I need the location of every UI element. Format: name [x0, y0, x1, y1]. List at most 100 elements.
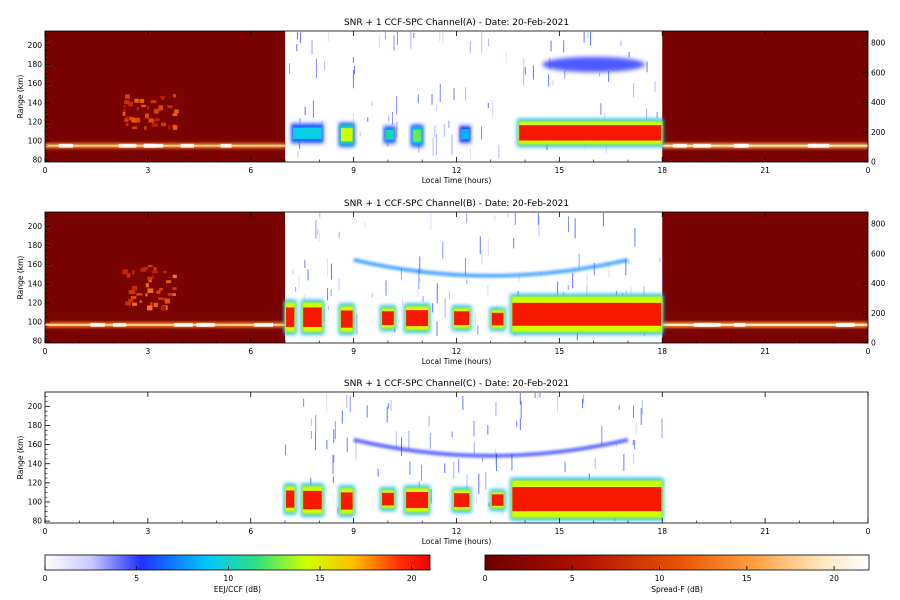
spread-f-patch — [167, 293, 174, 296]
spread-f-patch — [151, 275, 154, 280]
background-speckle — [494, 215, 496, 221]
spread-f-patch — [147, 288, 154, 294]
y-axis-label: Range (km) — [16, 75, 25, 119]
spread-f-patch — [150, 302, 153, 306]
spread-f-patch — [125, 94, 130, 99]
background-speckle — [355, 440, 357, 460]
background-speckle — [594, 458, 596, 469]
background-speckle — [315, 432, 317, 451]
background-speckle — [634, 228, 636, 247]
y-tick-label: 120 — [28, 478, 43, 487]
spread-f-patch — [150, 100, 157, 104]
background-speckle — [352, 57, 354, 64]
background-speckle — [364, 222, 366, 227]
background-speckle — [431, 94, 433, 105]
weak-arc — [353, 257, 629, 278]
night-echo-core — [662, 144, 868, 147]
x-tick-label: 0 — [43, 527, 48, 536]
background-speckle — [630, 286, 632, 298]
background-speckle — [557, 281, 559, 303]
background-speckle — [333, 455, 335, 463]
background-speckle — [615, 443, 617, 448]
colorbar-spread-f: 0 5 10 15 20 Spread-F (dB) — [483, 554, 870, 594]
background-speckle — [315, 220, 317, 239]
background-speckle — [620, 40, 622, 46]
night-echo-bright — [90, 322, 105, 327]
background-speckle — [385, 280, 387, 296]
spread-f-patch — [128, 101, 134, 107]
night-echo-core — [45, 323, 286, 326]
background-speckle — [578, 253, 580, 268]
y-tick-label: 200 — [28, 41, 43, 50]
background-speckle — [316, 229, 318, 235]
spread-f-patch — [172, 274, 177, 279]
background-speckle — [292, 268, 294, 275]
colorbar-frame — [484, 554, 870, 571]
eej-echo-core — [454, 311, 470, 326]
eej-echo-core — [292, 127, 322, 140]
spread-f-patch — [148, 277, 152, 283]
background-speckle — [656, 111, 658, 118]
background-speckle — [635, 423, 637, 435]
spread-f-patch — [129, 290, 136, 294]
spread-f-patch — [159, 287, 163, 291]
eej-echo-core — [286, 307, 295, 327]
eej-echo-core — [519, 125, 662, 141]
spread-f-patch — [124, 117, 129, 122]
background-speckle — [524, 67, 526, 75]
background-speckle — [646, 61, 648, 73]
background-speckle — [659, 257, 661, 262]
x-tick-label: 6 — [248, 527, 253, 536]
spread-f-patch — [139, 99, 145, 103]
spread-f-patch — [130, 296, 137, 300]
spread-f-patch — [122, 108, 127, 112]
background-speckle — [552, 79, 554, 86]
background-speckle — [396, 96, 398, 115]
spread-f-patch — [123, 105, 126, 108]
background-speckle — [473, 442, 475, 455]
background-speckle — [583, 394, 585, 404]
night-echo-bright — [734, 322, 746, 327]
background-speckle — [417, 290, 419, 298]
spread-f-patch — [131, 285, 138, 291]
background-speckle — [303, 398, 305, 407]
x-tick-label: 0 — [866, 347, 871, 356]
spread-f-patch — [172, 293, 176, 296]
night-echo-bright — [58, 143, 73, 148]
y2-tick-label: 400 — [871, 279, 886, 288]
night-echo-bright — [143, 143, 163, 148]
y-tick-label: 160 — [28, 440, 43, 449]
night-echo-bright — [200, 322, 215, 327]
background-speckle — [523, 57, 525, 79]
background-speckle — [303, 293, 305, 302]
background-speckle — [318, 229, 320, 242]
background-speckle — [482, 457, 484, 463]
background-speckle — [432, 303, 434, 313]
y-tick-label: 200 — [28, 402, 43, 411]
spread-f-patch — [168, 125, 171, 130]
background-speckle — [418, 268, 420, 290]
spread-f-patch — [125, 122, 129, 127]
background-speckle — [572, 273, 574, 289]
background-speckle — [485, 471, 487, 490]
spread-f-patch — [153, 302, 158, 308]
panels: SNR + 1 CCF-SPC Channel(A) - Date: 20-Fe… — [16, 18, 886, 546]
colorbar-label: Spread-F (dB) — [651, 585, 703, 594]
colorbar-frame — [44, 554, 431, 571]
background-speckle — [628, 260, 630, 265]
x-tick-label: 9 — [351, 347, 356, 356]
background-speckle — [311, 418, 313, 426]
night-region-evening — [45, 212, 286, 343]
background-speckle — [419, 256, 421, 274]
y-tick-label: 160 — [28, 79, 43, 88]
background-speckle — [296, 44, 298, 52]
background-speckle — [608, 71, 610, 83]
background-speckle — [419, 277, 421, 283]
night-echo-bright — [113, 322, 127, 327]
background-speckle — [487, 285, 489, 296]
spread-f-patch — [158, 105, 163, 111]
colorbar-tick-label: 0 — [43, 574, 48, 583]
background-speckle — [397, 31, 399, 45]
spread-f-patch — [131, 117, 137, 123]
x-axis-label: Local Time (hours) — [422, 357, 492, 366]
